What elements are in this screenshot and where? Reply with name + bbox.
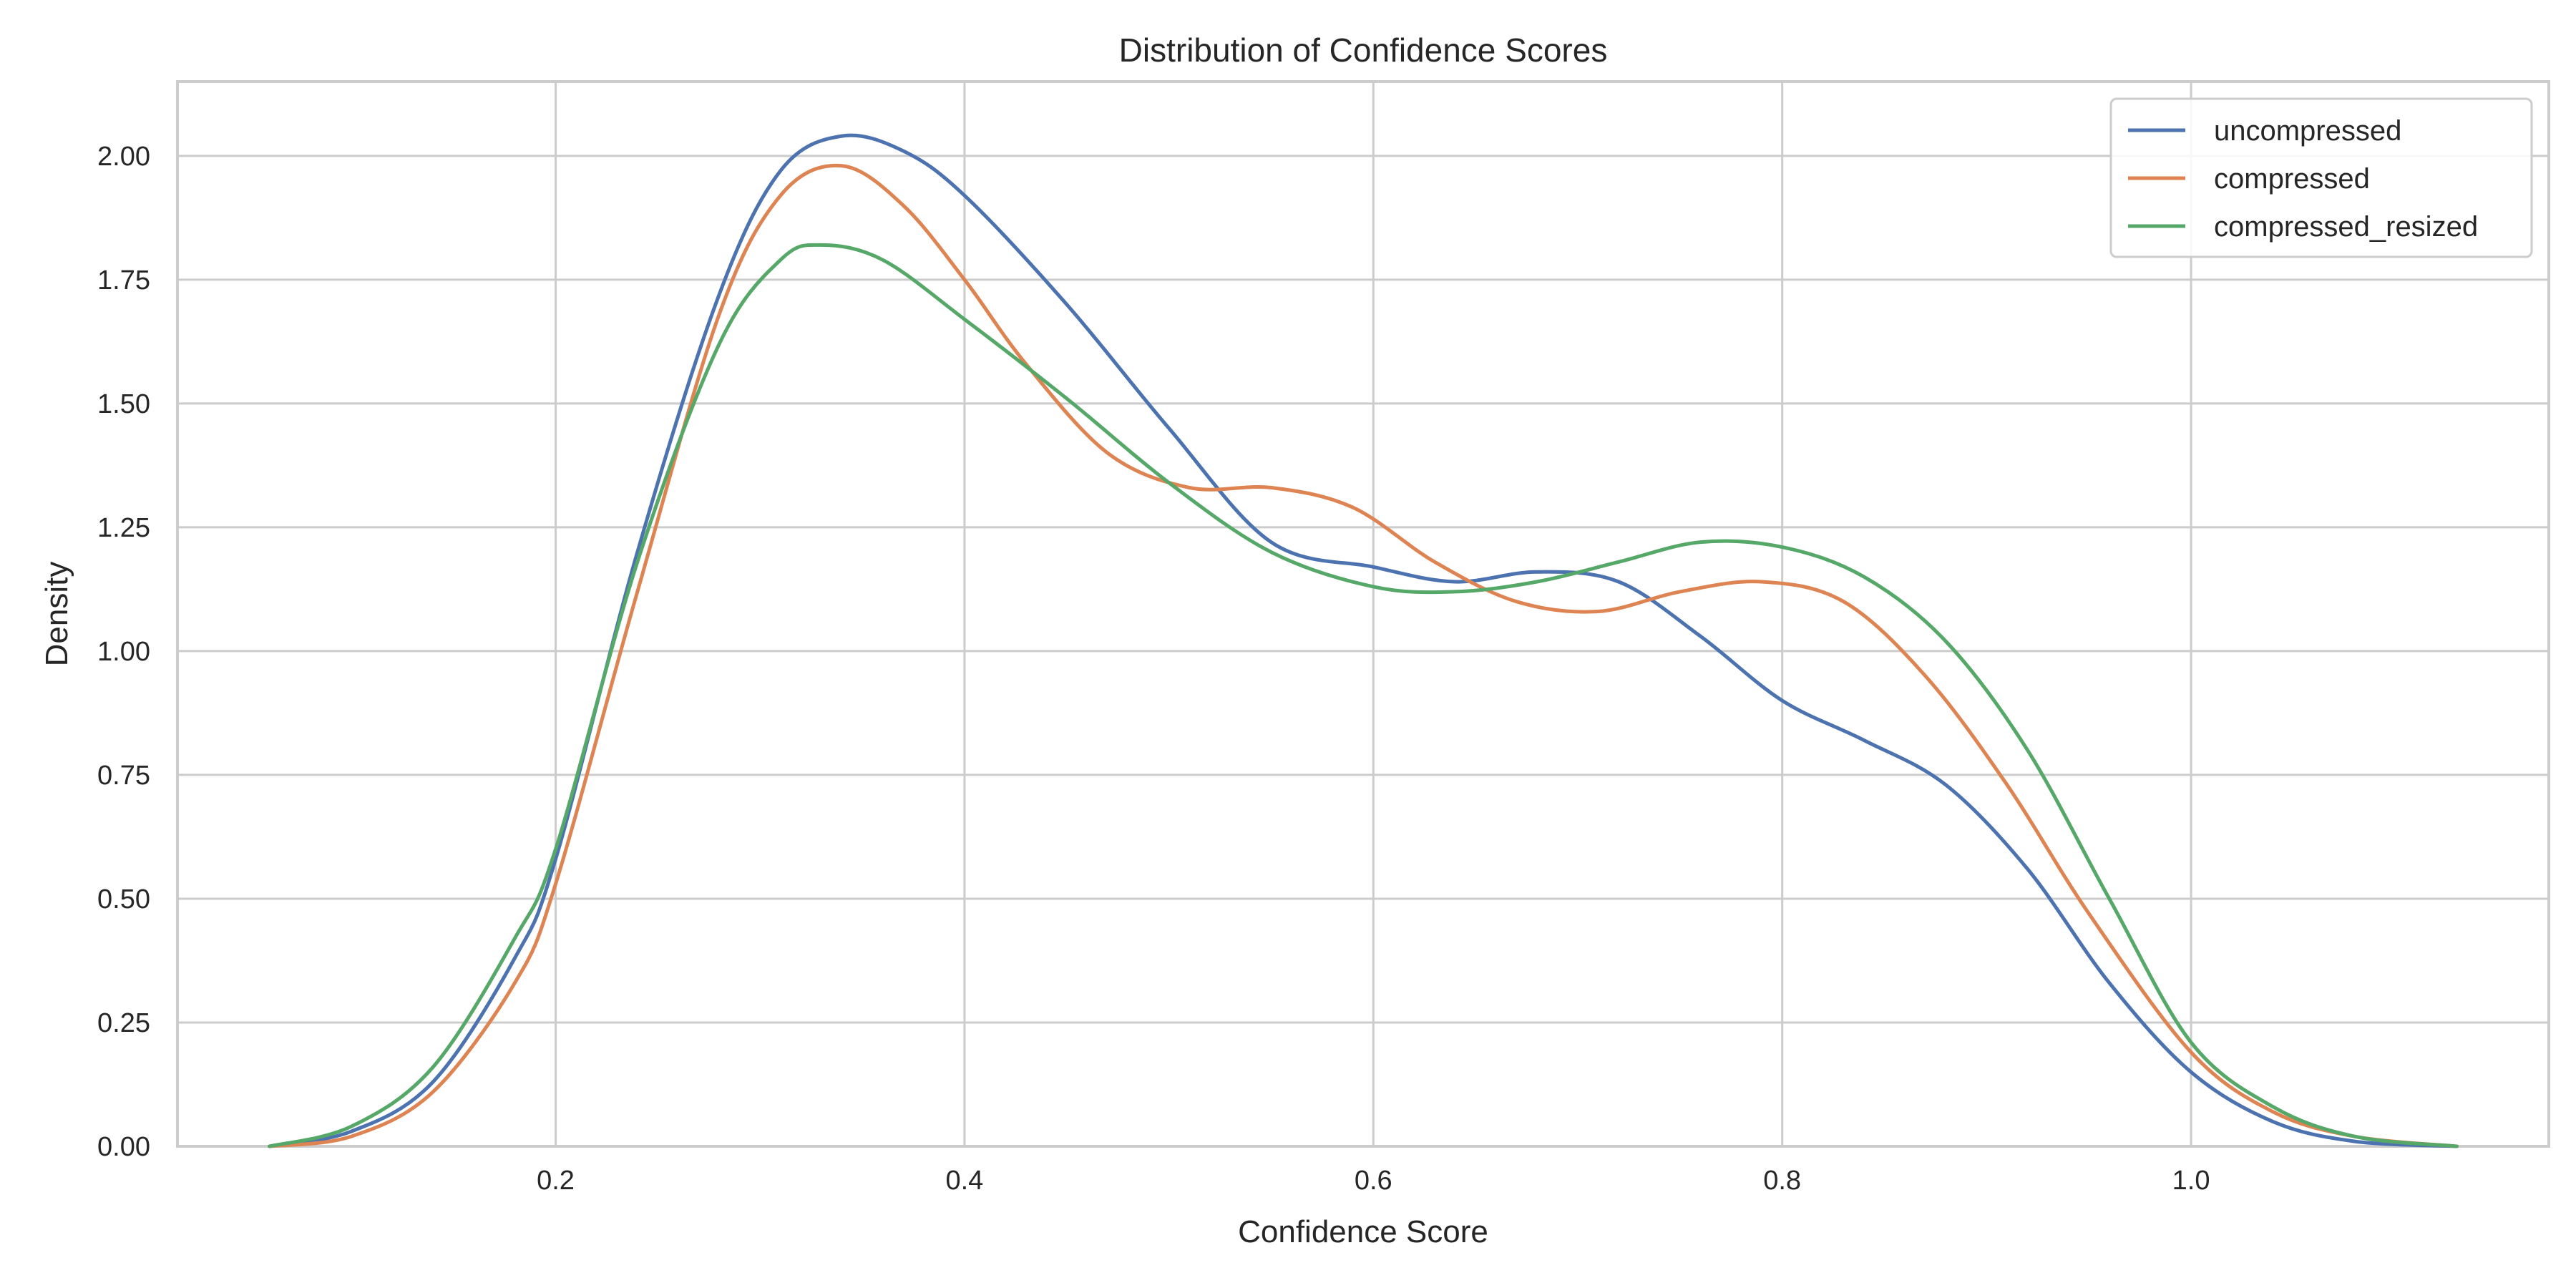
x-tick-labels: 0.2 0.4 0.6 0.8 1.0 xyxy=(537,1166,2210,1196)
y-tick-label: 1.25 xyxy=(97,513,150,543)
x-tick-label: 1.0 xyxy=(2172,1166,2210,1196)
y-tick-label: 0.75 xyxy=(97,761,150,791)
legend-label: compressed xyxy=(2214,163,2370,195)
series-line-compressed-resized xyxy=(268,243,2459,1148)
x-tick-label: 0.6 xyxy=(1355,1166,1392,1196)
grid xyxy=(177,82,2549,1148)
y-tick-label: 1.50 xyxy=(97,389,150,419)
x-tick-label: 0.8 xyxy=(1763,1166,1801,1196)
plot-frame xyxy=(176,80,2550,1148)
x-tick-label: 0.4 xyxy=(945,1166,983,1196)
series-lines xyxy=(268,133,2459,1148)
legend-box xyxy=(2109,97,2533,258)
y-tick-label: 0.25 xyxy=(97,1008,150,1038)
series-line-compressed xyxy=(268,163,2459,1148)
y-tick-label: 1.00 xyxy=(97,637,150,667)
legend-label: compressed_resized xyxy=(2214,211,2478,243)
chart-title: Distribution of Confidence Scores xyxy=(1119,31,1608,69)
y-tick-label: 1.75 xyxy=(97,265,150,296)
y-tick-label: 2.00 xyxy=(97,142,150,172)
legend: uncompressed compressed compressed_resized xyxy=(2109,97,2533,258)
x-axis-label: Confidence Score xyxy=(1238,1214,1488,1249)
y-tick-labels: 0.00 0.25 0.50 0.75 1.00 1.25 1.50 1.75 2.00 xyxy=(97,142,150,1162)
legend-label: uncompressed xyxy=(2214,115,2401,147)
y-tick-label: 0.50 xyxy=(97,884,150,914)
x-tick-label: 0.2 xyxy=(537,1166,575,1196)
y-axis-label: Density xyxy=(39,562,74,667)
y-tick-label: 0.00 xyxy=(97,1132,150,1162)
